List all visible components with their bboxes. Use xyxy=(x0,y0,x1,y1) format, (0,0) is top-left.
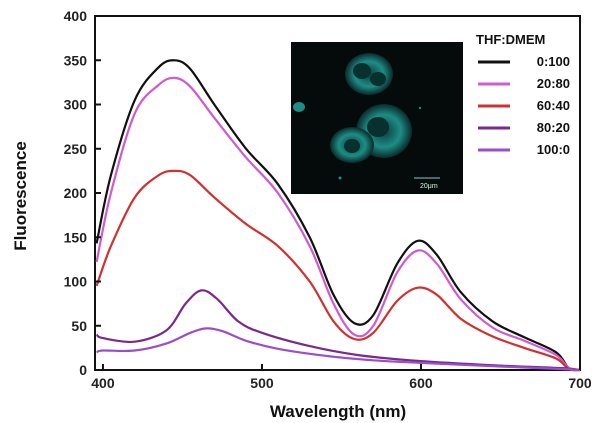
x-tick-label: 400 xyxy=(91,375,115,391)
microscopy-inset: 20μm xyxy=(291,42,463,194)
series-line-0-100 xyxy=(95,59,581,372)
cell-image xyxy=(293,53,422,180)
x-tick-label: 700 xyxy=(568,375,592,391)
legend-label: 80:20 xyxy=(537,120,570,135)
y-tick-label: 400 xyxy=(64,8,88,24)
y-tick-label: 100 xyxy=(64,274,88,290)
legend-title: THF:DMEM xyxy=(476,32,545,47)
legend-label: 0:100 xyxy=(537,54,570,69)
scale-label: 20μm xyxy=(420,183,438,190)
legend-items: 0:100 20:80 60:40 80:20 100:0 xyxy=(478,54,570,157)
legend-label: 60:40 xyxy=(537,98,570,113)
series-line-60-40 xyxy=(95,169,581,372)
axis-ticks: 400 500 600 700 0 50 100 150 200 250 300 350 400 xyxy=(64,8,592,391)
y-tick-label: 0 xyxy=(79,362,87,378)
y-tick-label: 200 xyxy=(64,185,88,201)
legend-label: 20:80 xyxy=(537,76,570,91)
legend-label: 100:0 xyxy=(537,142,570,157)
y-tick-label: 350 xyxy=(64,52,88,68)
x-axis-title: Wavelength (nm) xyxy=(270,402,406,421)
y-axis-title: Fluorescence xyxy=(11,141,30,251)
series-line-20-80 xyxy=(95,76,581,372)
y-tick-label: 150 xyxy=(64,229,88,245)
series-lines xyxy=(95,59,581,372)
series-line-100-0 xyxy=(96,327,581,372)
y-tick-label: 300 xyxy=(64,97,88,113)
y-tick-label: 250 xyxy=(64,141,88,157)
x-tick-label: 500 xyxy=(250,375,274,391)
y-tick-label: 50 xyxy=(71,318,87,334)
x-tick-label: 600 xyxy=(409,375,433,391)
legend: THF:DMEM 0:100 20:80 60:40 80:20 100:0 xyxy=(476,32,570,157)
